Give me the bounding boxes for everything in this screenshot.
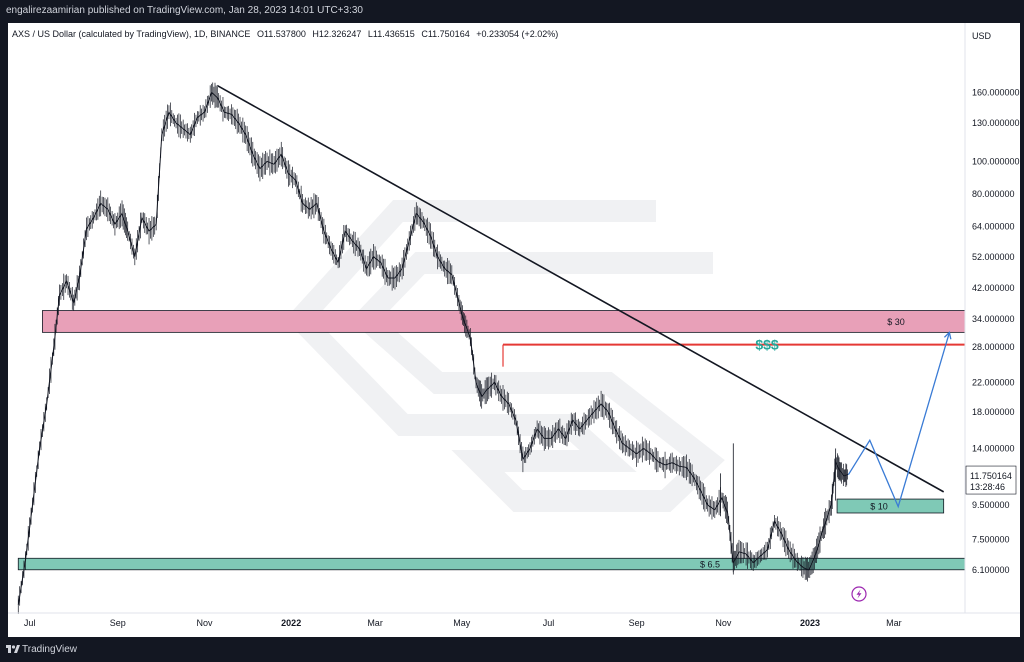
- support-label: $ 6.5: [700, 560, 720, 570]
- price-tick-label: 80.000000: [972, 189, 1015, 199]
- chart-legend: AXS / US Dollar (calculated by TradingVi…: [12, 29, 558, 39]
- price-line: [17, 91, 849, 605]
- entry-label-text: $ 10: [870, 502, 888, 512]
- legend-open: O11.537800: [257, 29, 306, 39]
- support-label-text: $ 6.5: [700, 560, 720, 570]
- entry-label: $ 10: [870, 502, 888, 512]
- last-price-box-bg: [965, 465, 1017, 495]
- legend-change: +0.233054 (+2.02%): [476, 29, 558, 39]
- chart-panel[interactable]: $ 30 $ 6.5 $ 10 $$$ USD 160.000000 130.00000…: [8, 23, 1020, 637]
- projection-arrowhead: [943, 331, 952, 340]
- price-tick-label: 52.000000: [972, 252, 1015, 262]
- resistance-zone: [42, 310, 966, 333]
- price-axis[interactable]: USD 160.000000 130.000000 100.000000 80.000…: [972, 31, 1020, 575]
- resistance-label-text: $ 30: [887, 317, 905, 327]
- watermark-logo-icon: [284, 200, 725, 512]
- time-tick-label: Nov: [196, 618, 213, 628]
- zones-layer: [17, 310, 966, 571]
- projection-path: [847, 332, 951, 509]
- price-tick-label: 18.000000: [972, 407, 1015, 417]
- svg-text:AXS / US Dollar (calculated by: AXS / US Dollar (calculated by TradingVi…: [12, 29, 558, 39]
- time-tick-label: Jul: [24, 618, 36, 628]
- time-tick-label: May: [453, 618, 471, 628]
- time-tick-label: Sep: [629, 618, 645, 628]
- last-price-box: 11.750164 13:28:46: [965, 465, 1017, 495]
- price-tick-label: 22.000000: [972, 377, 1015, 387]
- last-price-value: 11.750164: [970, 471, 1012, 481]
- price-tick-label: 7.500000: [972, 535, 1010, 545]
- time-tick-label: Nov: [715, 618, 732, 628]
- entry-zone: [836, 498, 945, 514]
- target-label: $$$: [755, 337, 779, 353]
- time-tick-label: Jul: [543, 618, 555, 628]
- publish-header: engalirezaamirian published on TradingVi…: [0, 0, 1024, 22]
- publisher-text: engalirezaamirian published on TradingVi…: [6, 5, 363, 16]
- bar-countdown: 13:28:46: [970, 482, 1005, 492]
- price-tick-label: 42.000000: [972, 283, 1015, 293]
- legend-high: H12.326247: [312, 29, 361, 39]
- zone-labels: $ 30 $ 6.5 $ 10 $$$: [700, 317, 905, 570]
- trend-line: [216, 84, 945, 493]
- price-series: [17, 82, 849, 614]
- time-tick-label: 2023: [800, 618, 820, 628]
- time-tick-label: 2022: [281, 618, 301, 628]
- lightning-icon[interactable]: [851, 586, 867, 602]
- tradingview-logo-icon: [6, 645, 20, 653]
- price-tick-label: 14.000000: [972, 443, 1015, 453]
- time-tick-label: Sep: [110, 618, 126, 628]
- price-tick-label: 6.100000: [972, 565, 1010, 575]
- legend-close: C11.750164: [421, 29, 469, 39]
- time-axis[interactable]: Jul Sep Nov 2022 Mar May Jul Sep Nov 2023 Mar: [24, 618, 902, 628]
- price-chart[interactable]: $ 30 $ 6.5 $ 10 $$$ USD 160.000000 130.00000…: [8, 23, 1020, 637]
- legend-symbol: AXS / US Dollar (calculated by TradingVi…: [12, 29, 250, 39]
- footer-brand: TradingView: [22, 644, 78, 655]
- price-tick-label: 130.000000: [972, 118, 1020, 128]
- resistance-label: $ 30: [887, 317, 905, 327]
- price-tick-label: 34.000000: [972, 314, 1015, 324]
- legend-low: L11.436515: [368, 29, 415, 39]
- price-tick-label: 100.000000: [972, 156, 1020, 166]
- price-tick-label: 9.500000: [972, 500, 1010, 510]
- price-tick-label: 28.000000: [972, 342, 1015, 352]
- support-zone: [17, 557, 966, 571]
- price-tick-label: 160.000000: [972, 88, 1020, 98]
- time-tick-label: Mar: [367, 618, 383, 628]
- time-tick-label: Mar: [886, 618, 902, 628]
- price-tick-label: 64.000000: [972, 222, 1015, 232]
- drawings-layer: [216, 84, 965, 509]
- footer-bar: TradingView: [0, 638, 1024, 662]
- price-axis-unit: USD: [972, 31, 992, 41]
